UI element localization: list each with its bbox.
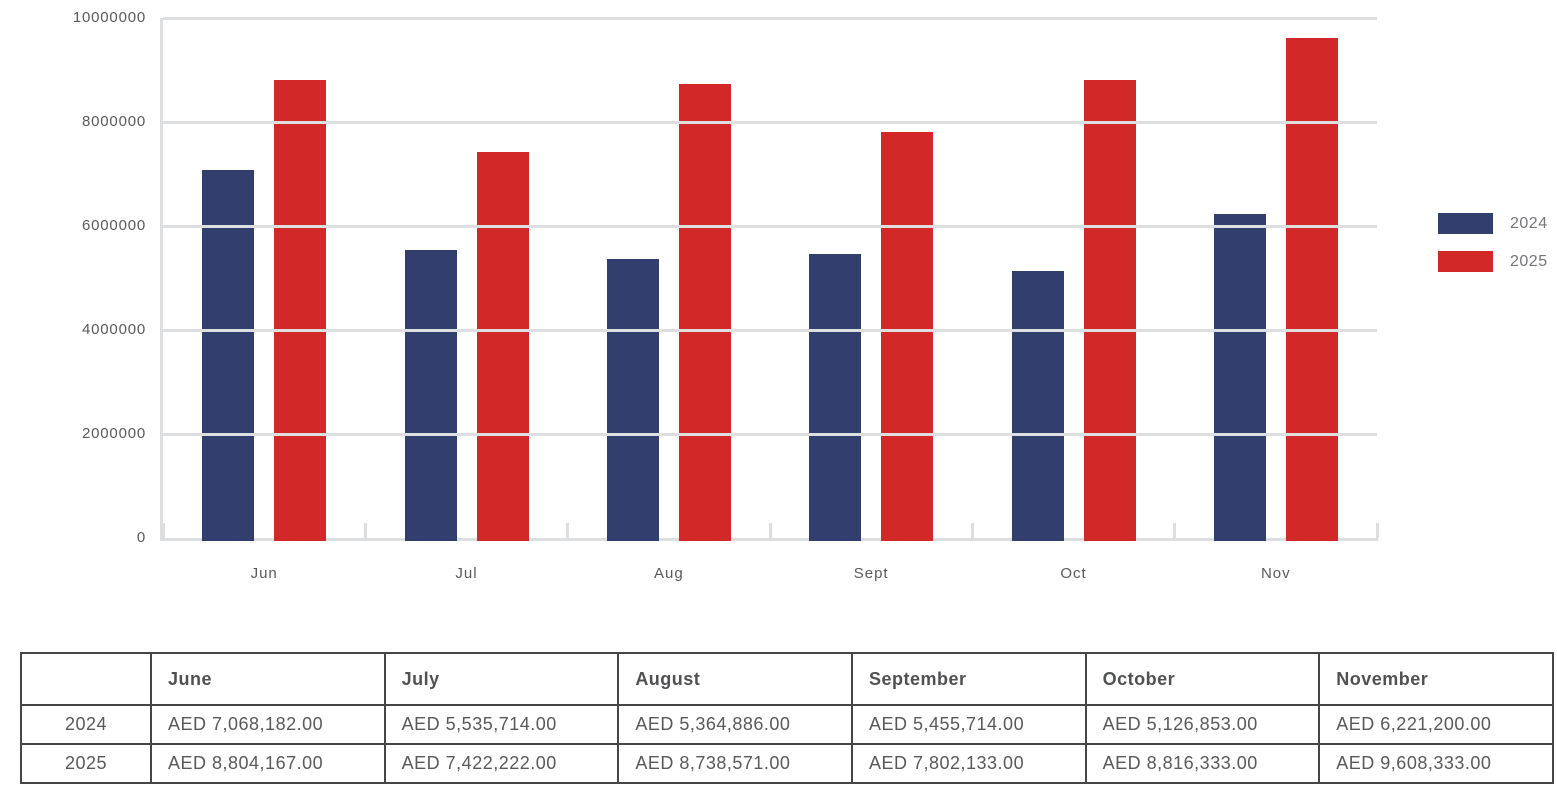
value-cell-2025-july: AED 7,422,222.00 — [383, 743, 620, 784]
grouped-bar-chart: 0 2000000 4000000 6000000 8000000 10000000 Jun… — [72, 9, 1379, 582]
value-cell-2024-november: AED 6,221,200.00 — [1318, 704, 1554, 745]
y-axis-tick-label: 6000000 — [82, 217, 146, 234]
bar-2025-nov — [1285, 38, 1338, 541]
bar-2025-aug — [678, 83, 731, 541]
bar-2025-oct — [1083, 79, 1136, 541]
monthly-values-table: June July August September October November 20… — [20, 652, 1554, 784]
column-header-september: September — [850, 652, 1087, 706]
x-axis-tick — [970, 523, 974, 538]
value-cell-2024-august: AED 5,364,886.00 — [617, 704, 853, 745]
value-cell-2024-september: AED 5,455,714.00 — [850, 704, 1087, 745]
x-axis-line — [160, 538, 1378, 541]
x-axis-tick — [768, 523, 772, 538]
x-axis-tick-label: Sept — [853, 565, 889, 582]
x-axis-tick-label: Nov — [1260, 565, 1291, 582]
table-header-row: June July August September October November — [20, 652, 1554, 706]
x-axis-tick — [1173, 523, 1177, 538]
gridline — [163, 16, 1377, 20]
y-axis-line — [160, 18, 163, 541]
y-axis-tick-label: 8000000 — [82, 113, 146, 130]
column-header-august: August — [617, 652, 853, 706]
bar-2025-sept — [881, 132, 934, 541]
bar-2025-jun — [274, 80, 327, 541]
bar-2024-aug — [606, 259, 659, 541]
value-cell-2024-june: AED 7,068,182.00 — [150, 704, 386, 745]
x-axis-tick-label: Jun — [250, 565, 278, 582]
x-axis-tick — [566, 523, 570, 538]
column-header-november: November — [1318, 652, 1554, 706]
legend-item-2024: 2024 — [1438, 213, 1548, 234]
y-axis-tick-label: 2000000 — [82, 425, 146, 442]
table-row-2025: 2025 AED 8,804,167.00 AED 7,422,222.00 AED … — [20, 743, 1554, 784]
bar-2024-oct — [1011, 271, 1064, 541]
x-axis-tick-label: Jul — [455, 565, 478, 582]
table-corner-cell — [20, 652, 152, 706]
legend-item-2025: 2025 — [1438, 251, 1548, 272]
legend-label: 2025 — [1510, 252, 1548, 270]
x-axis-tick — [1375, 523, 1379, 538]
row-header-2024: 2024 — [20, 704, 152, 745]
value-cell-2025-october: AED 8,816,333.00 — [1084, 743, 1321, 784]
bar-2024-jul — [404, 250, 457, 541]
value-cell-2025-august: AED 8,738,571.00 — [617, 743, 853, 784]
gridline — [163, 120, 1377, 124]
column-header-july: July — [383, 652, 620, 706]
legend-label: 2024 — [1510, 214, 1548, 232]
value-cell-2024-october: AED 5,126,853.00 — [1084, 704, 1321, 745]
table-row-2024: 2024 AED 7,068,182.00 AED 5,535,714.00 AED … — [20, 704, 1554, 745]
bar-2024-nov — [1213, 214, 1266, 541]
x-axis-tick — [363, 523, 367, 538]
value-cell-2025-june: AED 8,804,167.00 — [150, 743, 386, 784]
y-axis-tick-label: 0 — [136, 529, 146, 546]
x-axis-tick-label: Oct — [1060, 565, 1087, 582]
y-axis-tick-label: 10000000 — [72, 9, 146, 26]
column-header-october: October — [1084, 652, 1321, 706]
column-header-june: June — [150, 652, 386, 706]
bar-2024-sept — [809, 254, 862, 541]
x-axis-tick — [161, 523, 165, 538]
gridline — [163, 224, 1377, 228]
bar-2025-jul — [476, 152, 529, 541]
value-cell-2025-september: AED 7,802,133.00 — [850, 743, 1087, 784]
chart-legend: 2024 2025 — [1438, 213, 1548, 289]
x-axis-tick-label: Aug — [653, 565, 684, 582]
row-header-2025: 2025 — [20, 743, 152, 784]
legend-swatch-2024 — [1438, 213, 1493, 234]
gridline — [163, 328, 1377, 332]
legend-swatch-2025 — [1438, 251, 1493, 272]
y-axis-tick-label: 4000000 — [82, 321, 146, 338]
value-cell-2024-july: AED 5,535,714.00 — [383, 704, 620, 745]
bar-2024-jun — [202, 170, 255, 541]
value-cell-2025-november: AED 9,608,333.00 — [1318, 743, 1554, 784]
gridline — [163, 432, 1377, 436]
